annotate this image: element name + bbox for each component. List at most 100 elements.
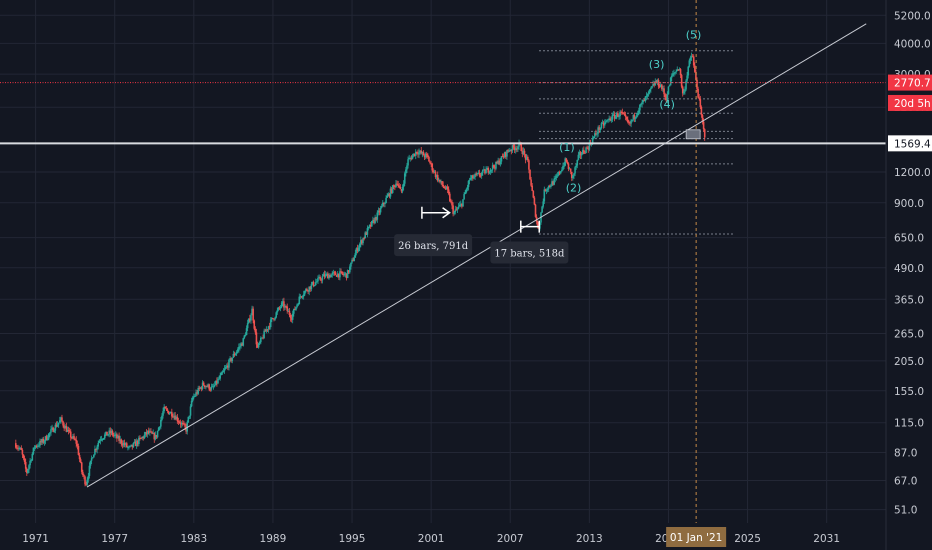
- candle-body: [465, 189, 468, 193]
- candle-body: [503, 152, 506, 158]
- candle-body: [532, 190, 535, 198]
- candle-body: [467, 180, 470, 188]
- candle-body: [429, 161, 431, 164]
- candle-body: [621, 112, 624, 114]
- candle-body: [173, 415, 175, 417]
- candle-body: [275, 312, 278, 318]
- candle-body: [422, 151, 425, 156]
- candle-body: [641, 102, 643, 104]
- candle-body: [451, 201, 453, 206]
- candle-body: [585, 147, 587, 154]
- candle-body: [688, 60, 691, 67]
- date-badge[interactable]: [666, 527, 727, 547]
- candle-body: [225, 365, 228, 368]
- candle-body: [321, 276, 324, 281]
- candle-body: [31, 453, 34, 461]
- candle-body: [650, 88, 652, 90]
- measure-label-box: [394, 234, 473, 257]
- candle-body: [556, 175, 559, 177]
- candle-body: [646, 93, 649, 96]
- time-axis-label: 1971: [22, 533, 49, 545]
- candle-body: [155, 434, 158, 438]
- time-axis[interactable]: 1971197719831989199520012007201320192025…: [22, 527, 840, 547]
- candle-body: [261, 337, 263, 339]
- candle-body: [317, 277, 319, 282]
- candle-body: [180, 423, 183, 425]
- candle-body: [694, 65, 696, 72]
- candle-body: [160, 419, 162, 427]
- candle-body: [408, 158, 410, 160]
- candle-body: [438, 179, 440, 181]
- price-badge-label: 2770.7: [894, 78, 931, 90]
- candle-body: [128, 446, 130, 448]
- candle-body: [268, 326, 271, 328]
- candle-body: [146, 430, 149, 435]
- candle-body: [27, 469, 29, 473]
- candle-body: [110, 430, 113, 434]
- candle-body: [124, 443, 127, 446]
- candle-body: [171, 411, 173, 417]
- candle-body: [125, 443, 128, 448]
- candle-body: [633, 115, 636, 119]
- candle-body: [588, 142, 591, 150]
- candle-body: [319, 276, 321, 280]
- candle-body: [496, 161, 498, 164]
- candle-body: [223, 368, 226, 371]
- candle-body: [117, 435, 119, 439]
- candle-body: [684, 89, 686, 92]
- candle-body: [534, 204, 537, 217]
- candle-body: [661, 84, 663, 90]
- candle-body: [366, 228, 369, 235]
- drawings[interactable]: (5) (3) (4) (1) (2) 26 bars, 791d 17 bars, 518…: [0, 0, 886, 523]
- candle-body: [487, 168, 490, 173]
- candle-body: [16, 447, 18, 449]
- price-axis-label: 87.0: [894, 448, 917, 460]
- candle-body: [90, 458, 93, 461]
- candle-body: [464, 192, 466, 195]
- price-badge-white[interactable]: [888, 135, 932, 152]
- candle-body: [555, 176, 558, 178]
- candle-body: [246, 323, 249, 329]
- candle-body: [476, 173, 479, 175]
- candle-body: [151, 431, 153, 434]
- candle-body: [488, 172, 491, 174]
- candle-body: [612, 114, 615, 116]
- price-axis[interactable]: 5200.04000.03000.02200.01200.0900.0650.0…: [888, 10, 932, 517]
- time-axis-label: 2007: [497, 533, 524, 545]
- candle-body: [75, 439, 78, 444]
- fib-retracement[interactable]: [539, 50, 735, 235]
- price-badge-red[interactable]: [888, 74, 932, 91]
- candle-body: [675, 71, 677, 73]
- candle-body: [567, 163, 570, 170]
- candle-body: [622, 112, 625, 115]
- candle-body: [76, 443, 79, 446]
- candle-body: [434, 171, 437, 178]
- candle-body: [169, 411, 172, 414]
- candle-body: [219, 375, 221, 379]
- candle-body: [80, 462, 83, 472]
- candle-body: [618, 116, 620, 118]
- candle-body: [221, 372, 224, 374]
- candle-body: [506, 150, 508, 157]
- candle-body: [236, 349, 239, 352]
- candle-body: [377, 210, 380, 213]
- candle-body: [494, 167, 496, 169]
- candle-body: [139, 437, 141, 439]
- candle-body: [187, 416, 190, 423]
- candle-body: [69, 431, 72, 438]
- candle-body: [643, 99, 646, 102]
- candle-body: [536, 221, 539, 228]
- candle-body: [220, 372, 223, 376]
- trendline[interactable]: [86, 23, 867, 488]
- countdown-badge[interactable]: [888, 94, 932, 111]
- candle-body: [700, 106, 703, 116]
- candle-body: [66, 429, 69, 432]
- candle-body: [257, 343, 260, 348]
- candle-body: [185, 426, 187, 432]
- candle-body: [561, 169, 563, 172]
- candle-body: [269, 319, 272, 328]
- candle-body: [196, 392, 198, 394]
- candle-body: [698, 97, 701, 99]
